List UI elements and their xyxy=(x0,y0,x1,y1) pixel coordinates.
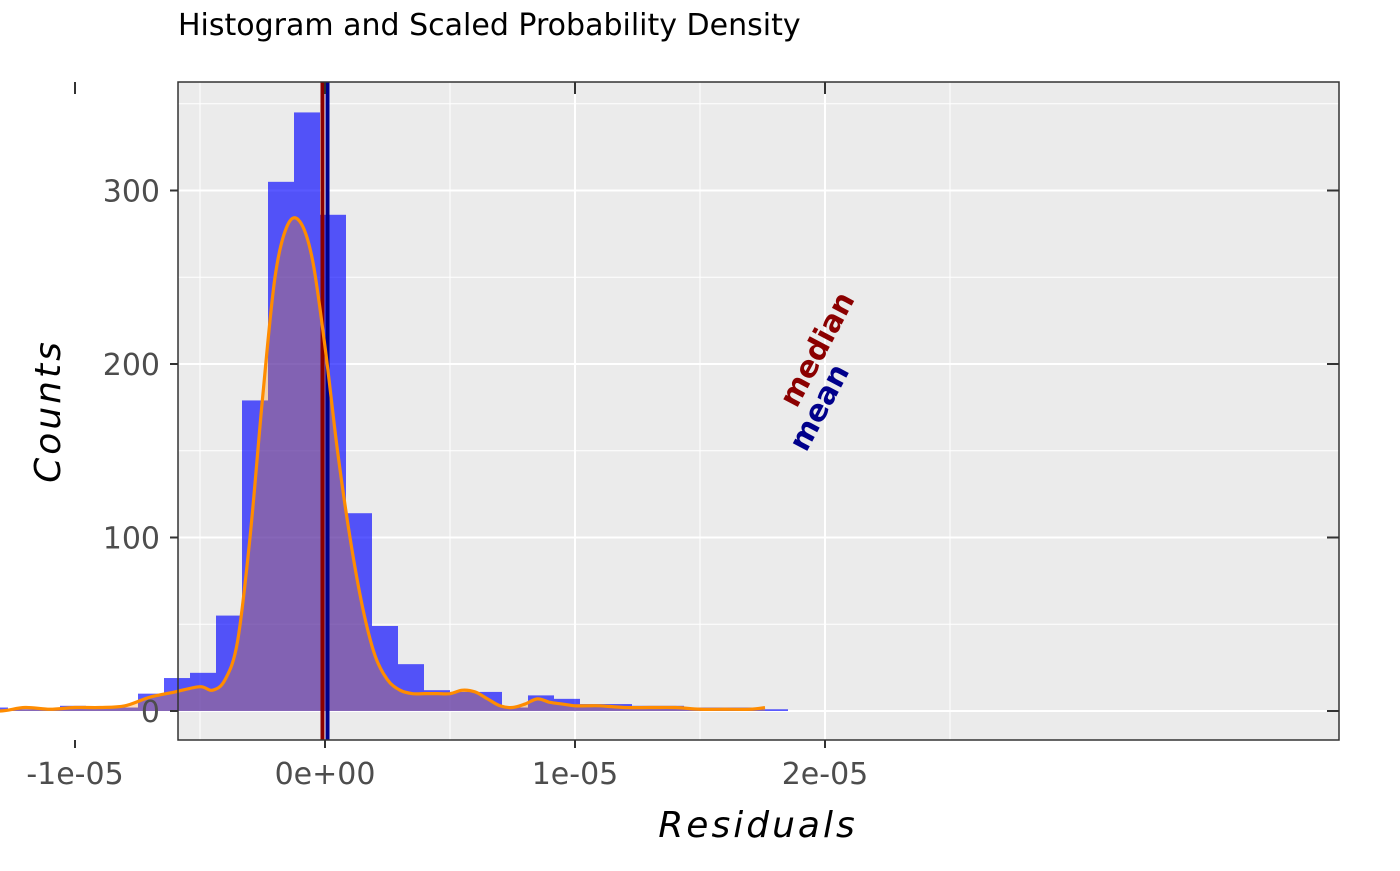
y-tick-label: 300 xyxy=(103,175,160,210)
histogram-bar xyxy=(190,672,216,711)
histogram-bar xyxy=(372,625,398,711)
axis-ticks xyxy=(74,82,1339,748)
x-tick-label: 1e-05 xyxy=(532,757,619,792)
histogram-bar xyxy=(294,112,320,712)
histogram-bar xyxy=(762,709,788,711)
histogram-bar xyxy=(502,707,528,711)
histogram-bar xyxy=(242,400,268,711)
histogram-bar xyxy=(86,707,112,711)
y-tick-label: 0 xyxy=(141,695,160,730)
x-tick-label: 2e-05 xyxy=(782,757,869,792)
histogram-bar xyxy=(450,691,476,711)
histogram-bar xyxy=(398,664,424,711)
histogram-bar xyxy=(268,181,294,711)
y-tick-label: 100 xyxy=(103,522,160,557)
x-tick-label: 0e+00 xyxy=(275,757,376,792)
density-curve xyxy=(0,216,766,713)
reference-lines xyxy=(320,82,330,740)
plot-border xyxy=(177,81,1340,741)
histogram-bar xyxy=(8,709,34,711)
histogram-bar xyxy=(580,704,606,711)
y-axis-tick-labels: 0 100 200 300 xyxy=(103,175,160,731)
histogram-bar xyxy=(112,707,138,711)
x-axis-title: Residuals xyxy=(658,805,857,846)
y-tick-label: 200 xyxy=(103,348,160,383)
minor-gridlines xyxy=(178,82,1339,740)
x-tick-label: -1e-05 xyxy=(26,757,123,792)
chart-title: Histogram and Scaled Probability Density xyxy=(178,8,801,43)
y-axis-title: Counts xyxy=(28,339,69,483)
